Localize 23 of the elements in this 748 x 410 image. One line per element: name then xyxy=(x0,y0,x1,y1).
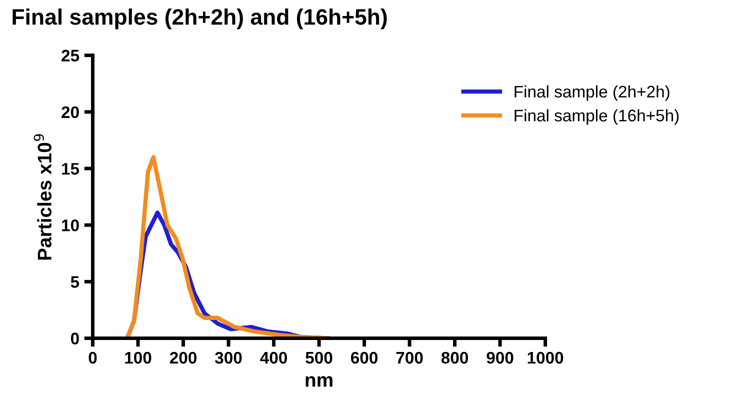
x-tick-label: 200 xyxy=(170,352,196,364)
x-tick-label: 900 xyxy=(486,352,514,364)
x-axis-title: nm xyxy=(306,376,332,387)
y-axis-title: Particles x10$^{9}$ xyxy=(34,134,52,260)
x-tick-label: 500 xyxy=(306,352,332,364)
y-tick-label: 10 xyxy=(62,219,79,232)
x-tick-label: 800 xyxy=(441,352,468,364)
x-tick-label: 700 xyxy=(396,352,423,364)
x-tick-label: 1000 xyxy=(528,352,564,364)
y-tick-label: 20 xyxy=(62,106,79,118)
y-tick-label: 15 xyxy=(62,163,80,175)
x-tick-label: 600 xyxy=(350,352,378,364)
chart-title: Final samples (2h+2h) and (16h+5h) xyxy=(12,8,387,30)
line-series xyxy=(125,155,330,338)
x-tick-label: 0 xyxy=(88,352,97,364)
legend-label: Final sample (16h+5h) xyxy=(514,109,679,125)
x-tick-label: 300 xyxy=(214,352,242,364)
y-tick-label: 5 xyxy=(70,276,80,288)
y-tick-label: 0 xyxy=(70,332,79,344)
y-tick-label: 25 xyxy=(62,50,80,62)
x-tick-label: 100 xyxy=(125,352,152,364)
x-tick-label: 400 xyxy=(260,352,287,364)
legend-label: Final sample (2h+2h) xyxy=(514,85,670,101)
